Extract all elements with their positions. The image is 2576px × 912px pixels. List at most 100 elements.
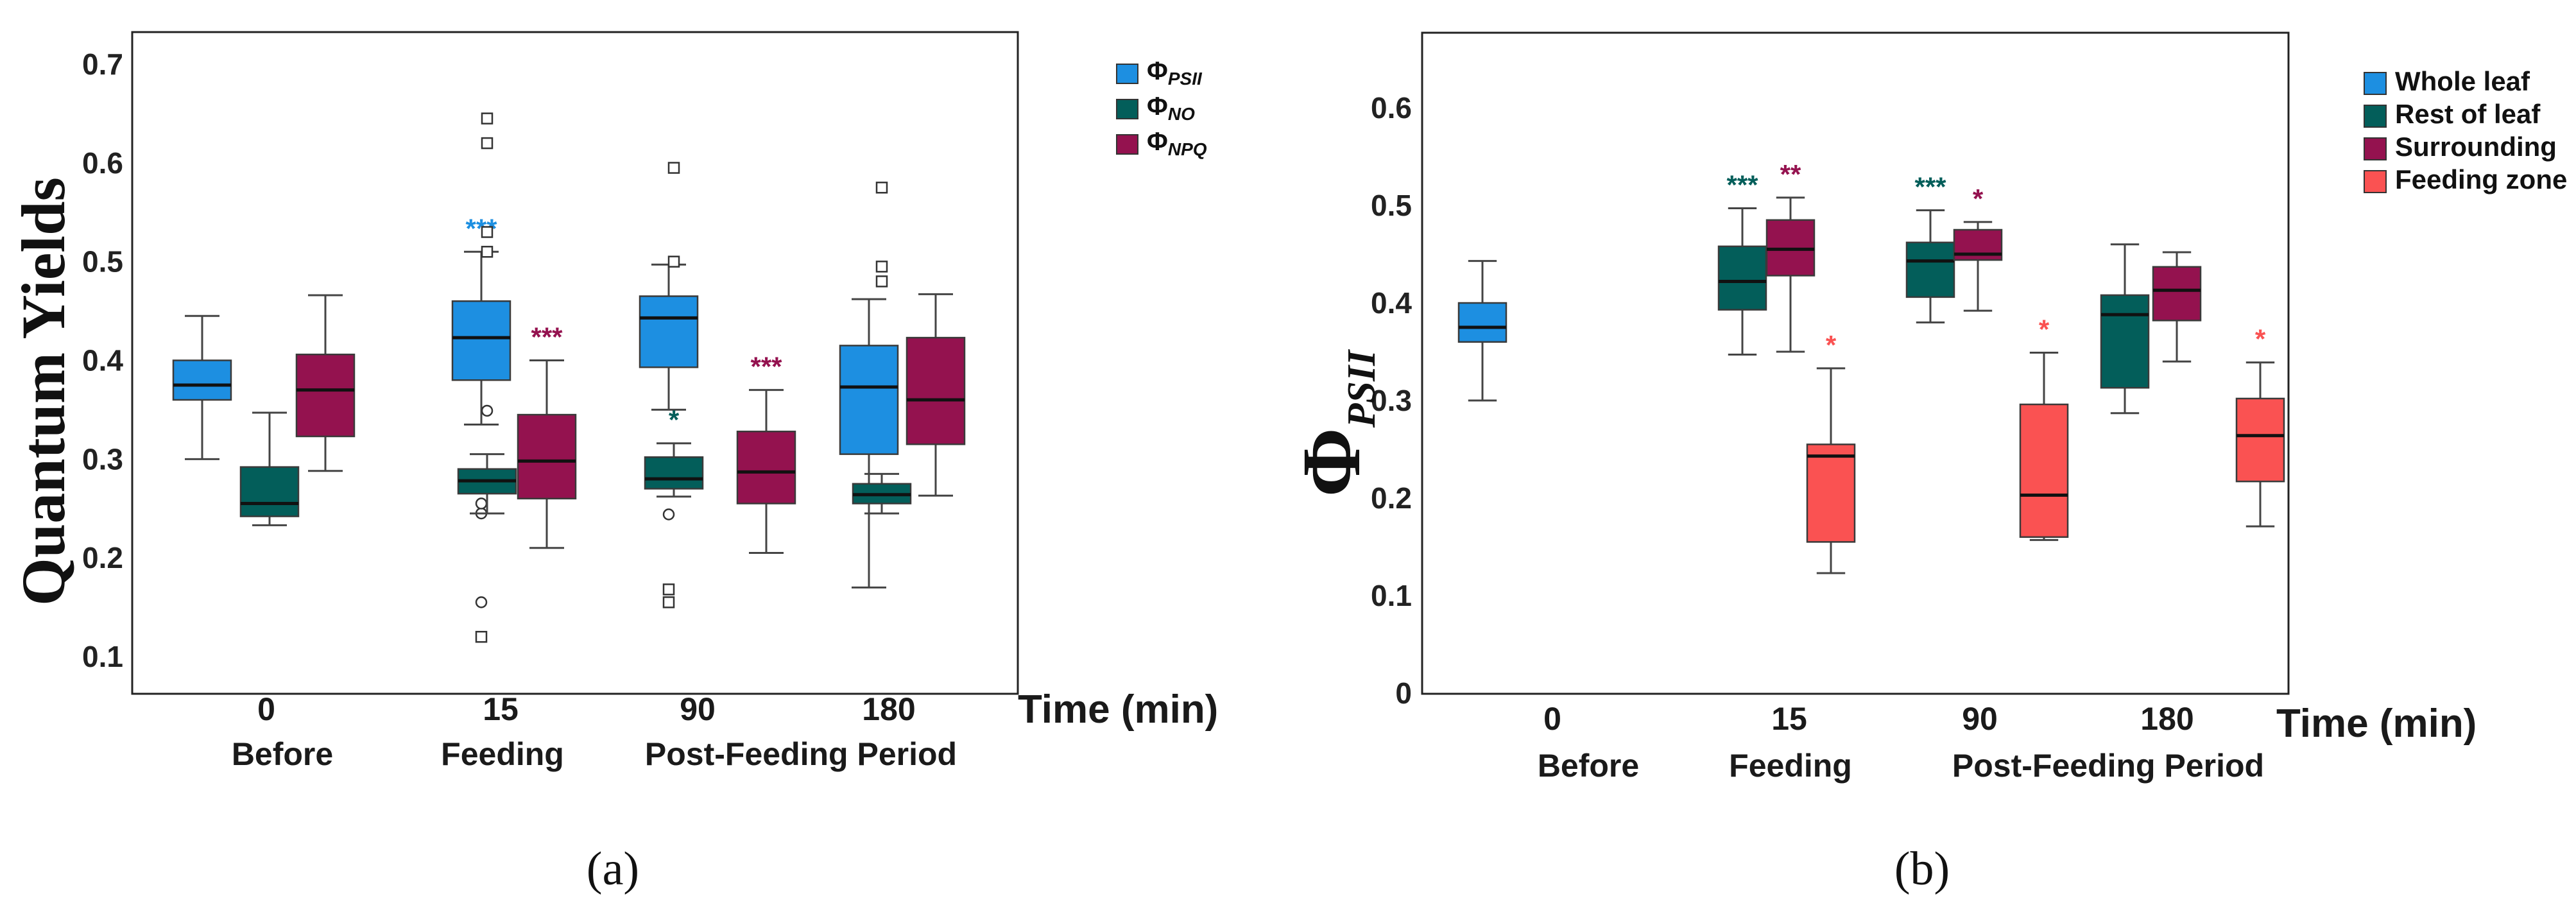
outlier-square [667, 255, 680, 268]
chart-b-plot-frame [1421, 31, 2290, 695]
chart-b-box-surrounding-90: * [1953, 184, 2003, 312]
box-iqr [2019, 403, 2069, 538]
chart-b-x-axis: 0 15 90 180 Time (min) Before Feeding Po… [1538, 701, 2477, 784]
chart-a-ytick-label: 0.6 [82, 146, 123, 180]
box-iqr [1806, 443, 1856, 543]
chart-a-tick-0: 0 [257, 691, 275, 727]
chart-a-ytick-label: 0.4 [82, 344, 123, 377]
chart-a-box-φnpq-15: *** [517, 322, 577, 549]
chart-b-tick-0: 0 [1543, 701, 1561, 737]
outlier-square [475, 630, 488, 643]
chart-a-y-axis: 0.1 0.2 0.3 0.4 0.5 0.6 0.7 [82, 47, 123, 673]
chart-a-box-φpsii-90 [639, 263, 699, 608]
box-iqr [639, 295, 699, 368]
significance-label: *** [1726, 170, 1758, 200]
chart-b-tick-15: 15 [1771, 701, 1807, 737]
box-iqr [736, 431, 796, 504]
chart-b-tick-90: 90 [1962, 701, 1998, 737]
box-iqr [644, 456, 704, 490]
chart-b-period-post: Post-Feeding Period [1952, 748, 2264, 784]
legend-label: ΦNO [1147, 92, 1195, 124]
box-iqr [1457, 302, 1507, 343]
significance-label: * [1826, 330, 1837, 360]
chart-a-box-φnpq-180 [906, 293, 966, 497]
chart-b-box-feeding-zone-180: * [2235, 324, 2285, 528]
chart-a-ytick-label: 0.1 [82, 640, 123, 673]
chart-b-ylabel-subscript: PSII [1340, 349, 1384, 428]
chart-a-period-before: Before [232, 736, 333, 772]
box-iqr [295, 354, 356, 438]
chart-a-box-φpsii-180 [839, 298, 899, 589]
chart-a-ytick-label: 0.5 [82, 245, 123, 279]
chart-b: 00.10.20.30.40.50.6 *** ******** * Whole l… [1285, 31, 2567, 895]
chart-a-box-φpsii-0 [172, 314, 232, 460]
legend-label: Whole leaf [2395, 66, 2530, 96]
legend-swatch [1116, 99, 1138, 119]
box-iqr [2235, 397, 2285, 483]
chart-a-xlabel: Time (min) [1018, 687, 1218, 732]
box-iqr [172, 359, 232, 401]
chart-a-box-φnpq-90: *** [736, 352, 796, 554]
box-iqr [517, 413, 577, 500]
chart-b-box-feeding-zone-15: * [1806, 330, 1856, 574]
chart-b-box-rest-of-leaf-90: *** [1905, 172, 1955, 323]
box-iqr [1717, 245, 1767, 311]
chart-b-box-feeding-zone-90: * [2019, 314, 2069, 541]
legend-swatch [2364, 72, 2387, 95]
outlier-circle [475, 497, 488, 510]
chart-b-box-rest-of-leaf-180 [2100, 243, 2150, 415]
chart-a-box-φpsii-15: *** [451, 213, 511, 643]
chart-b-box-surrounding-15: ** [1765, 159, 1816, 353]
chart-b-ytick-label: 0.3 [1371, 384, 1412, 417]
chart-b-box-whole-leaf-0 [1457, 260, 1507, 402]
box-iqr [906, 336, 966, 445]
outlier-square [481, 226, 494, 238]
chart-b-xlabel: Time (min) [2276, 701, 2477, 746]
significance-label: * [669, 405, 680, 435]
chart-a-tick-90: 90 [680, 691, 716, 727]
chart-a-ytick-label: 0.2 [82, 541, 123, 574]
chart-b-period-before: Before [1538, 748, 1639, 784]
chart-a-period-feeding: Feeding [441, 736, 564, 772]
chart-a-box-φno-0 [239, 411, 300, 526]
chart-a-box-φno-180 [852, 182, 912, 515]
significance-label: * [2255, 324, 2266, 354]
outlier-square [667, 162, 680, 174]
outlier-square [875, 261, 888, 273]
chart-a-tick-15: 15 [483, 691, 519, 727]
chart-a: 0.10.20.30.40.50.60.7 ********** ΦPSIIΦN… [9, 31, 1219, 895]
chart-a-boxes: ********** [172, 112, 966, 643]
chart-a-tick-180: 180 [862, 691, 915, 727]
box-iqr [2152, 266, 2202, 322]
chart-b-tick-180: 180 [2140, 701, 2194, 737]
legend-swatch [2364, 137, 2387, 160]
box-iqr [2100, 294, 2150, 389]
legend-label: Surrounding [2395, 132, 2557, 162]
chart-a-legend-item: ΦPSII [1116, 57, 1203, 89]
chart-a-box-φnpq-0 [295, 294, 356, 472]
box-iqr [839, 345, 899, 455]
chart-a-period-post: Post-Feeding Period [645, 736, 957, 772]
panel-label-a: (a) [587, 843, 639, 895]
legend-label: Rest of leaf [2395, 99, 2541, 129]
chart-b-legend-item: Surrounding [2364, 132, 2557, 162]
legend-swatch [1116, 134, 1138, 155]
chart-b-legend-item: Whole leaf [2364, 66, 2530, 96]
chart-a-x-axis: 0 15 90 180 Time (min) Before Feeding Po… [232, 687, 1219, 772]
chart-b-ytick-label: 0.2 [1371, 481, 1412, 515]
box-iqr [451, 300, 511, 381]
chart-b-box-rest-of-leaf-15: *** [1717, 170, 1767, 356]
significance-label: ** [1780, 159, 1801, 189]
chart-b-period-feeding: Feeding [1729, 748, 1852, 784]
box-iqr [1905, 241, 1955, 298]
chart-a-ytick-label: 0.3 [82, 442, 123, 476]
legend-label: ΦPSII [1147, 57, 1203, 89]
outlier-circle [475, 596, 488, 608]
chart-a-box-φno-90: * [644, 162, 704, 498]
chart-b-legend-item: Rest of leaf [2364, 99, 2541, 129]
svg-text:ΦPSII: ΦPSII [1285, 349, 1384, 497]
chart-a-ytick-label: 0.7 [82, 47, 123, 81]
outlier-circle [481, 404, 494, 417]
